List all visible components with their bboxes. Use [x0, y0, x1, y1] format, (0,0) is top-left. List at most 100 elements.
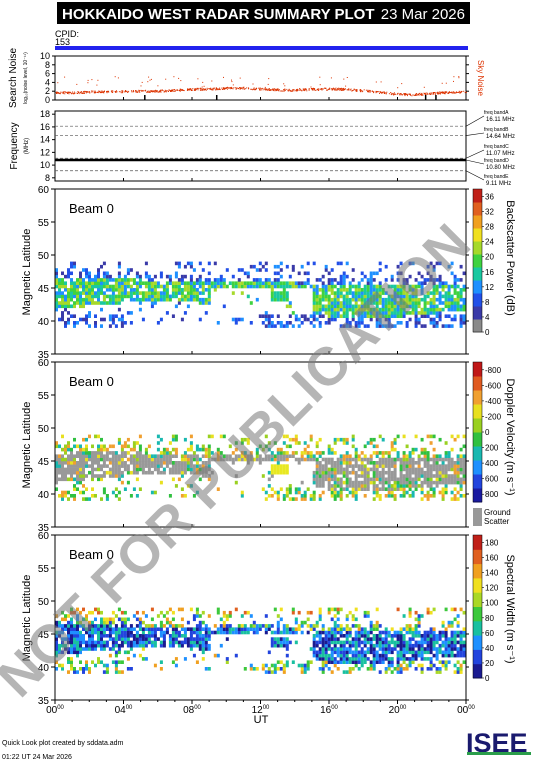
heatmap-cell — [111, 620, 115, 625]
heatmap-cell — [210, 630, 214, 635]
heatmap-cell — [240, 490, 244, 495]
heatmap-cell — [327, 480, 331, 485]
heatmap-cell — [450, 467, 454, 472]
heatmap-cell — [67, 321, 70, 325]
heatmap-cell — [111, 630, 115, 635]
heatmap-cell — [114, 288, 118, 292]
heatmap-cell — [339, 624, 343, 628]
noise-outlier — [140, 85, 142, 87]
heatmap-cell — [330, 291, 334, 295]
heatmap-cell — [336, 304, 340, 309]
noise-point — [286, 88, 288, 90]
heatmap-cell — [204, 470, 208, 475]
heatmap-cell — [201, 444, 205, 449]
heatmap-cell — [345, 311, 349, 315]
heatmap-cell — [360, 627, 364, 631]
heatmap-cell — [282, 667, 286, 671]
heatmap-cell — [76, 294, 79, 299]
heatmap-cell — [270, 663, 274, 668]
heatmap-cell — [300, 284, 304, 289]
heatmap-cell — [255, 457, 259, 462]
heatmap-cell — [64, 617, 67, 622]
heatmap-cell — [396, 291, 400, 295]
heatmap-cell — [420, 281, 424, 285]
heatmap-cell — [64, 637, 67, 641]
heatmap-cell — [273, 607, 277, 612]
heatmap-cell — [318, 480, 322, 485]
noise-point — [418, 94, 420, 96]
heatmap-cell — [408, 624, 412, 628]
heatmap-cell — [141, 647, 145, 651]
heatmap-cell — [70, 464, 73, 468]
heatmap-cell — [64, 647, 67, 651]
noise-point — [89, 91, 91, 93]
heatmap-cell — [135, 643, 139, 648]
heatmap-cell — [432, 494, 436, 498]
heatmap-cell — [120, 451, 124, 455]
heatmap-cell — [147, 634, 151, 638]
heatmap-cell — [111, 637, 115, 641]
heatmap-cell — [357, 634, 361, 638]
noise-point — [337, 87, 339, 89]
noise-point — [75, 92, 77, 94]
heatmap-cell — [162, 291, 166, 295]
heatmap-cell — [291, 281, 295, 285]
heatmap-cell — [399, 480, 403, 485]
heatmap-cell — [135, 637, 139, 641]
heatmap-cell — [429, 467, 433, 472]
heatmap-cell — [64, 444, 67, 449]
heatmap-cell — [300, 497, 304, 501]
heatmap-cell — [100, 637, 103, 641]
heatmap-cell — [111, 297, 115, 302]
heatmap-cell — [273, 640, 277, 645]
heatmap-cell — [372, 278, 376, 282]
heatmap-cell — [384, 291, 388, 295]
noise-point — [85, 91, 87, 93]
noise-point — [404, 95, 406, 97]
heatmap-cell — [444, 630, 448, 635]
heatmap-cell — [156, 614, 160, 618]
colorbar-segment — [473, 362, 482, 377]
heatmap-cell — [411, 490, 415, 495]
heatmap-cell — [97, 640, 100, 645]
heatmap-cell — [453, 461, 457, 465]
heatmap-cell — [159, 620, 163, 625]
heatmap-cell — [126, 640, 130, 645]
heatmap-cell — [366, 477, 370, 482]
heatmap-cell — [82, 301, 85, 305]
noise-point — [78, 93, 80, 95]
heatmap-cell — [189, 643, 193, 648]
heatmap-cell — [327, 470, 331, 475]
noise-outlier — [231, 81, 233, 83]
heatmap-cell — [70, 281, 73, 285]
heatmap-cell — [360, 640, 364, 645]
heatmap-cell — [405, 627, 409, 631]
noise-point — [193, 89, 195, 91]
frequency-band-name: freq bandE — [484, 174, 509, 180]
heatmap-cell — [264, 457, 268, 462]
heatmap-cell — [351, 268, 355, 272]
heatmap-cell — [120, 444, 124, 449]
noise-outlier — [312, 87, 314, 89]
heatmap-cell — [384, 278, 388, 282]
noise-point — [97, 91, 99, 93]
heatmap-cell — [88, 288, 91, 292]
colorbar-tick-label: 20 — [485, 659, 494, 668]
heatmap-cell — [435, 470, 439, 475]
heatmap-cell — [91, 624, 94, 628]
noise-point — [331, 88, 333, 90]
heatmap-cell — [111, 278, 115, 282]
heatmap-cell — [174, 288, 178, 292]
heatmap-cell — [459, 643, 463, 648]
heatmap-cell — [70, 663, 73, 668]
heatmap-cell — [252, 264, 256, 269]
heatmap-cell — [360, 301, 364, 305]
heatmap-cell — [150, 304, 154, 309]
noise-point — [380, 92, 382, 94]
heatmap-cell — [330, 477, 334, 482]
heatmap-cell — [339, 640, 343, 645]
heatmap-cell — [100, 627, 103, 631]
heatmap-cell — [429, 660, 433, 664]
heatmap-cell — [417, 470, 421, 475]
